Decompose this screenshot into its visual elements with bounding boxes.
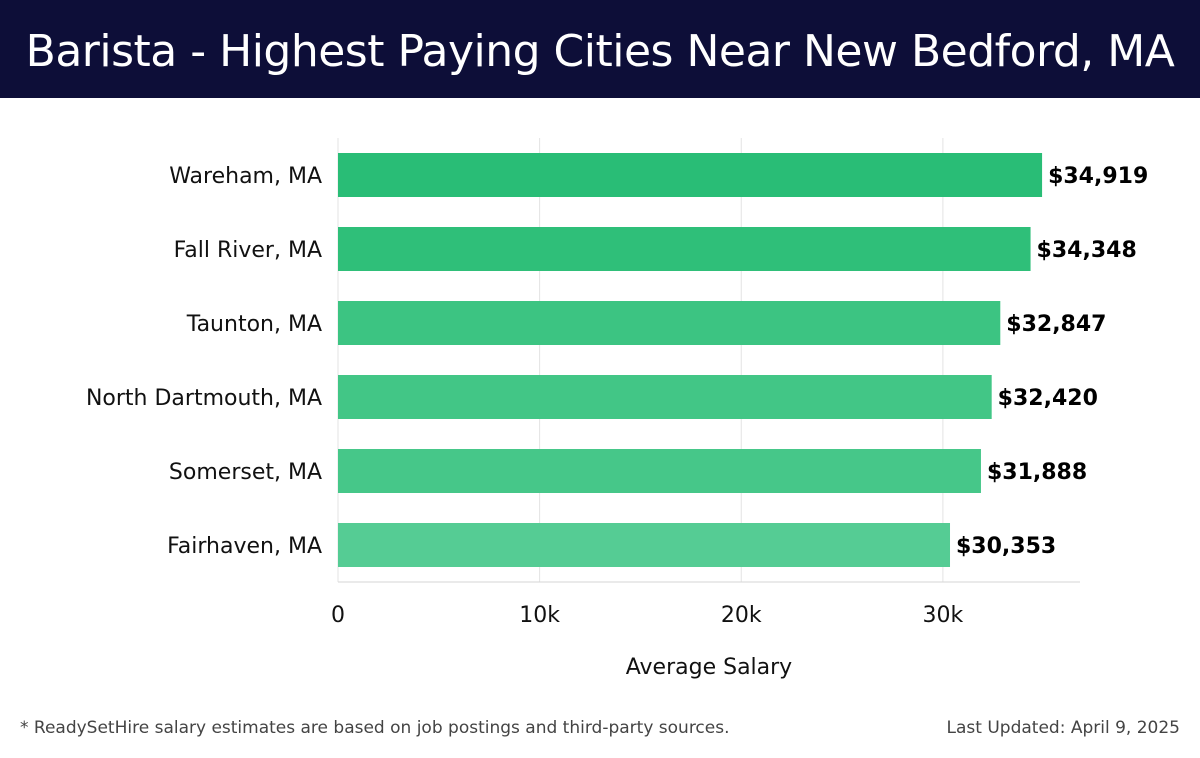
bar-chart: Wareham, MA $34,919 Fall River, MA $34,348 T… <box>86 138 1148 680</box>
category-label: Somerset, MA <box>169 460 322 485</box>
chart-title: Barista - Highest Paying Cities Near New… <box>25 26 1175 77</box>
footer-updated: Last Updated: April 9, 2025 <box>946 718 1180 738</box>
x-tick-label: 10k <box>519 603 560 628</box>
data-label: $32,420 <box>998 386 1098 411</box>
x-tick-label: 0 <box>331 603 345 628</box>
data-label: $34,919 <box>1048 164 1148 189</box>
bar <box>338 153 1043 197</box>
category-label: North Dartmouth, MA <box>86 386 322 411</box>
bar <box>338 449 981 493</box>
data-label: $32,847 <box>1006 312 1106 337</box>
footer-note: * ReadySetHire salary estimates are base… <box>20 718 730 738</box>
category-label: Fairhaven, MA <box>167 534 322 559</box>
data-label: $34,348 <box>1037 238 1137 263</box>
header-banner <box>0 0 1200 98</box>
bar <box>338 375 992 419</box>
bar <box>338 523 951 567</box>
data-label: $31,888 <box>987 460 1087 485</box>
x-tick-label: 30k <box>923 603 964 628</box>
bar <box>338 227 1031 271</box>
category-label: Wareham, MA <box>169 164 322 189</box>
category-label: Taunton, MA <box>186 312 322 337</box>
data-label: $30,353 <box>956 534 1056 559</box>
x-tick-label: 20k <box>721 603 762 628</box>
bar <box>338 301 1001 345</box>
category-label: Fall River, MA <box>174 238 322 263</box>
x-axis-label: Average Salary <box>626 655 792 680</box>
